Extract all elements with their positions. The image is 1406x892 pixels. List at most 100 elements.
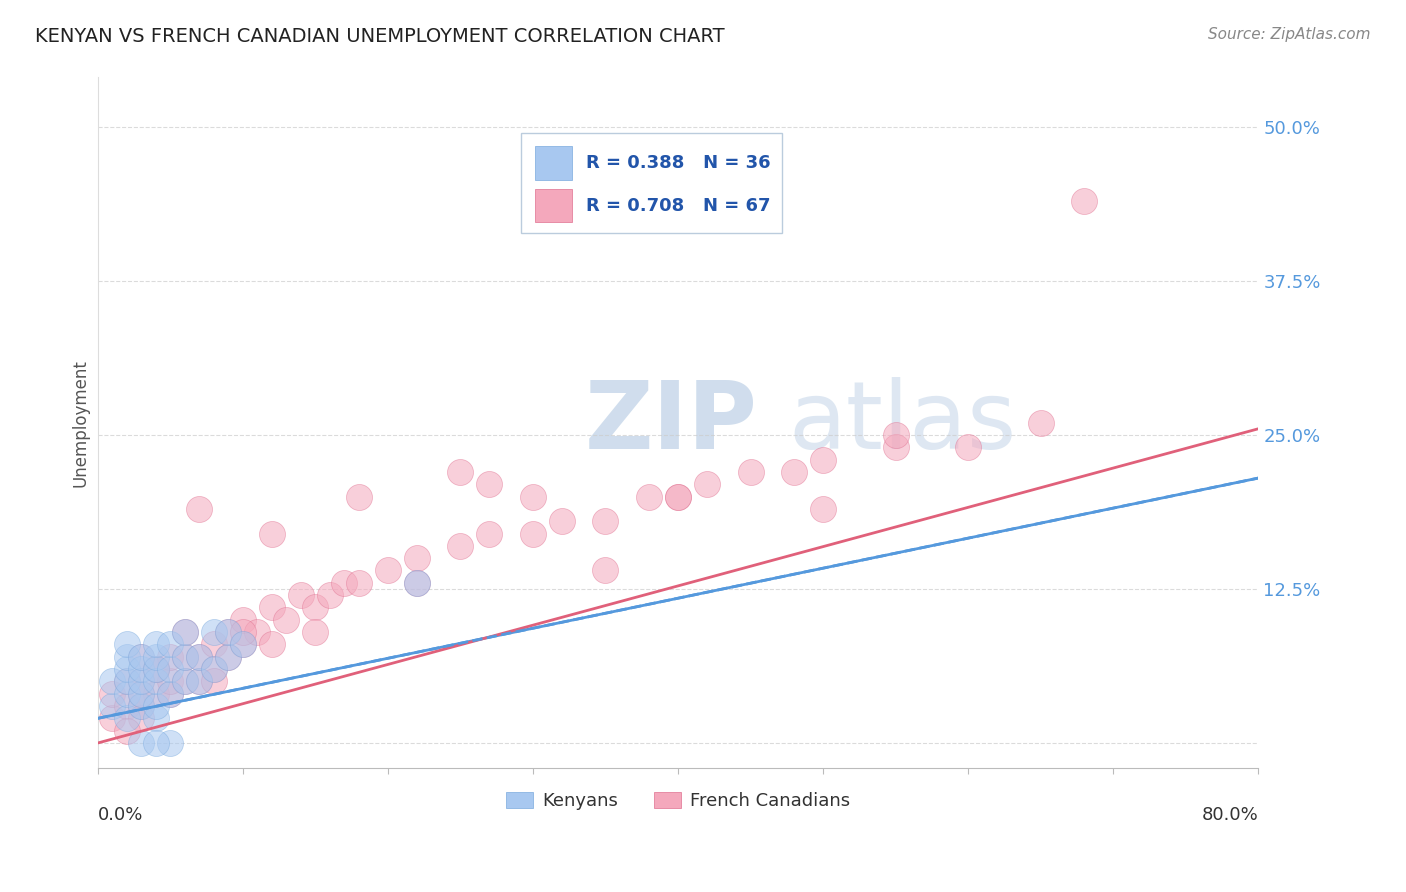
Point — [129, 649, 152, 664]
Point — [145, 662, 167, 676]
Point — [101, 711, 124, 725]
Point — [1073, 194, 1095, 208]
Point — [217, 625, 239, 640]
Point — [377, 564, 399, 578]
Point — [129, 699, 152, 714]
Point — [159, 649, 181, 664]
Point — [405, 575, 427, 590]
Point — [595, 514, 617, 528]
Point — [188, 674, 211, 689]
Point — [1029, 416, 1052, 430]
Point — [478, 477, 501, 491]
Point — [145, 699, 167, 714]
Point — [115, 674, 138, 689]
Point — [145, 736, 167, 750]
Point — [115, 687, 138, 701]
Point — [145, 674, 167, 689]
Point — [666, 490, 689, 504]
Point — [129, 687, 152, 701]
Point — [101, 687, 124, 701]
Point — [811, 501, 834, 516]
Text: Source: ZipAtlas.com: Source: ZipAtlas.com — [1208, 27, 1371, 42]
Text: R = 0.388   N = 36: R = 0.388 N = 36 — [586, 154, 770, 172]
Point — [522, 526, 544, 541]
Point — [405, 551, 427, 566]
Point — [202, 637, 225, 651]
Point — [188, 674, 211, 689]
Point — [666, 490, 689, 504]
Point — [129, 662, 152, 676]
Point — [884, 440, 907, 454]
Point — [304, 625, 326, 640]
Text: 0.0%: 0.0% — [97, 805, 143, 823]
Point — [115, 723, 138, 738]
Point — [101, 699, 124, 714]
Point — [145, 687, 167, 701]
Point — [232, 613, 254, 627]
Point — [115, 674, 138, 689]
Point — [145, 662, 167, 676]
Point — [129, 674, 152, 689]
Bar — [536, 189, 572, 222]
Point — [145, 637, 167, 651]
Point — [783, 465, 806, 479]
Point — [101, 674, 124, 689]
Point — [884, 428, 907, 442]
Point — [260, 600, 283, 615]
Text: atlas: atlas — [789, 376, 1017, 468]
Point — [129, 736, 152, 750]
Point — [551, 514, 574, 528]
Point — [595, 564, 617, 578]
Point — [159, 674, 181, 689]
Point — [405, 575, 427, 590]
Point — [115, 662, 138, 676]
Point — [696, 477, 718, 491]
Point — [202, 662, 225, 676]
Point — [173, 625, 195, 640]
Point — [129, 699, 152, 714]
Point — [115, 649, 138, 664]
Point — [159, 687, 181, 701]
Point — [188, 501, 211, 516]
Point — [957, 440, 980, 454]
Point — [478, 526, 501, 541]
Point — [740, 465, 762, 479]
Point — [217, 649, 239, 664]
Point — [246, 625, 269, 640]
Text: KENYAN VS FRENCH CANADIAN UNEMPLOYMENT CORRELATION CHART: KENYAN VS FRENCH CANADIAN UNEMPLOYMENT C… — [35, 27, 724, 45]
Y-axis label: Unemployment: Unemployment — [72, 359, 89, 486]
Point — [159, 736, 181, 750]
Point — [522, 490, 544, 504]
Text: R = 0.708   N = 67: R = 0.708 N = 67 — [586, 197, 770, 215]
Point — [232, 625, 254, 640]
Point — [145, 662, 167, 676]
Point — [159, 662, 181, 676]
Point — [115, 699, 138, 714]
Point — [115, 711, 138, 725]
Point — [129, 674, 152, 689]
Point — [173, 649, 195, 664]
Point — [159, 637, 181, 651]
Text: ZIP: ZIP — [585, 376, 758, 468]
Point — [202, 662, 225, 676]
Point — [260, 637, 283, 651]
Point — [202, 625, 225, 640]
Point — [347, 575, 370, 590]
Point — [202, 674, 225, 689]
Point — [188, 649, 211, 664]
Point — [276, 613, 298, 627]
Text: 80.0%: 80.0% — [1202, 805, 1258, 823]
Point — [159, 687, 181, 701]
Point — [173, 625, 195, 640]
Point — [217, 625, 239, 640]
Point — [188, 649, 211, 664]
Point — [115, 637, 138, 651]
Point — [173, 674, 195, 689]
Point — [638, 490, 661, 504]
Point — [347, 490, 370, 504]
Point — [129, 687, 152, 701]
Point — [232, 637, 254, 651]
FancyBboxPatch shape — [522, 133, 783, 233]
Point — [217, 649, 239, 664]
Point — [319, 588, 342, 602]
